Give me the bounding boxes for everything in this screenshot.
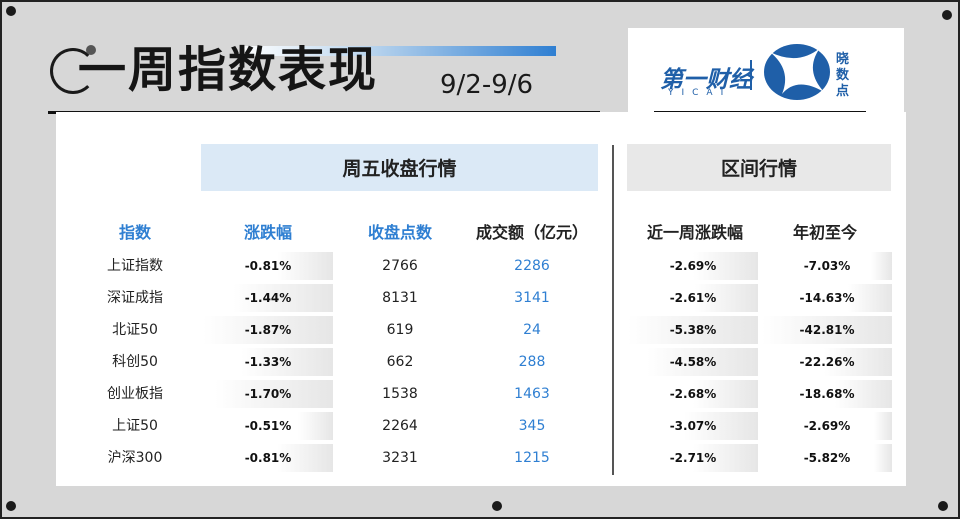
table-row: 北证50 619 24 -1.87% -5.38% -42.81% [0, 316, 960, 348]
table-row: 上证指数 2766 2286 -0.81% -2.69% -7.03% [0, 252, 960, 284]
cell-index-name: 上证50 [112, 418, 158, 434]
cell-ytd: -42.81% [799, 323, 855, 337]
cell-week-change: -4.58% [669, 355, 717, 369]
cell-change: -1.87% [244, 323, 292, 337]
cell-index-name: 深证成指 [107, 290, 163, 306]
cell-ytd: -7.03% [803, 259, 851, 273]
cell-turnover: 345 [518, 418, 546, 434]
xiaoshudian-logo-icon [764, 44, 830, 100]
cell-turnover: 1463 [514, 386, 550, 402]
col-header-close: 收盘点数 [367, 223, 432, 242]
cell-close: 3231 [382, 450, 418, 466]
corner-dot [6, 6, 16, 16]
cell-index-name: 创业板指 [107, 386, 163, 402]
cell-ytd-bar [824, 348, 892, 376]
cell-week-change-bar [693, 444, 758, 472]
corner-dot [492, 501, 502, 511]
cell-change: -0.81% [244, 451, 292, 465]
table-row: 科创50 662 288 -1.33% -4.58% -22.26% [0, 348, 960, 380]
cell-close: 662 [386, 354, 414, 370]
cell-week-change: -2.61% [669, 291, 717, 305]
cell-ytd-bar [762, 316, 892, 344]
title-gradient-bar [240, 46, 556, 56]
header-weekly-close: 周五收盘行情 [201, 144, 598, 191]
table-row: 沪深300 3231 1215 -0.81% -2.71% -5.82% [0, 444, 960, 476]
table-row: 深证成指 8131 3141 -1.44% -2.61% -14.63% [0, 284, 960, 316]
cell-ytd: -18.68% [799, 387, 855, 401]
cell-week-change-bar [693, 252, 758, 280]
cell-ytd-bar [871, 252, 892, 280]
col-header-change: 涨跌幅 [243, 223, 292, 242]
cell-turnover: 3141 [514, 290, 550, 306]
cell-change-bar [277, 444, 333, 472]
cell-close: 619 [386, 322, 414, 338]
header-range: 区间行情 [627, 144, 891, 191]
page-title: 一周指数表现 [78, 42, 379, 98]
cell-week-change-bar [684, 412, 758, 440]
cell-week-change: -2.71% [669, 451, 717, 465]
cell-change-bar [241, 348, 333, 376]
cell-index-name: 上证指数 [107, 258, 163, 274]
cell-week-change: -3.07% [669, 419, 717, 433]
cell-turnover: 24 [523, 322, 541, 338]
cell-turnover: 2286 [514, 258, 550, 274]
xiaoshudian-logo-text: 晓数点 [836, 52, 850, 99]
table-row: 创业板指 1538 1463 -1.70% -2.68% -18.68% [0, 380, 960, 412]
cell-change-bar [215, 380, 333, 408]
cell-turnover: 288 [518, 354, 546, 370]
cell-week-change: -2.68% [669, 387, 717, 401]
cell-index-name: 北证50 [112, 322, 158, 338]
col-header-week-change: 近一周涨跌幅 [646, 223, 743, 242]
section-divider [612, 145, 614, 475]
cell-week-change-bar [695, 284, 758, 312]
corner-dot [6, 501, 16, 511]
cell-week-change-bar [647, 348, 758, 376]
cell-change: -0.81% [244, 259, 292, 273]
corner-dot [938, 501, 948, 511]
cell-turnover: 1215 [514, 450, 550, 466]
logo-separator [750, 60, 752, 90]
cell-ytd: -5.82% [803, 451, 851, 465]
corner-dot [942, 10, 952, 20]
cell-change: -1.70% [244, 387, 292, 401]
cell-close: 2264 [382, 418, 418, 434]
cell-change: -1.33% [244, 355, 292, 369]
cell-change: -1.44% [244, 291, 292, 305]
cell-ytd-bar [835, 380, 892, 408]
cell-week-change-bar [693, 380, 758, 408]
col-header-ytd: 年初至今 [792, 223, 857, 242]
col-header-index: 指数 [118, 223, 151, 242]
yicai-logo-text: 第一财经 [660, 67, 752, 93]
cell-close: 1538 [382, 386, 418, 402]
cell-ytd-bar [848, 284, 892, 312]
cell-change-bar [277, 252, 333, 280]
table-row: 上证50 2264 345 -0.51% -3.07% -2.69% [0, 412, 960, 444]
title-ring-icon [50, 48, 96, 94]
cell-week-change: -2.69% [669, 259, 717, 273]
cell-ytd: -22.26% [799, 355, 855, 369]
cell-change-bar [233, 284, 333, 312]
cell-ytd: -2.69% [803, 419, 851, 433]
date-range: 9/2-9/6 [440, 70, 534, 100]
cell-change-bar [203, 316, 333, 344]
cell-close: 8131 [382, 290, 418, 306]
cell-change-bar [298, 412, 333, 440]
cell-index-name: 沪深300 [107, 450, 163, 466]
cell-week-change-bar [628, 316, 758, 344]
yicai-logo-subtext: YICAI [668, 88, 732, 98]
cell-ytd-bar [874, 444, 892, 472]
cell-change: -0.51% [244, 419, 292, 433]
cell-ytd-bar [874, 412, 892, 440]
cell-ytd: -14.63% [799, 291, 855, 305]
cell-close: 2766 [382, 258, 418, 274]
cell-week-change: -5.38% [669, 323, 717, 337]
title-dot-icon [86, 45, 96, 55]
col-header-turnover: 成交额（亿元） [475, 223, 588, 242]
cell-index-name: 科创50 [112, 354, 158, 370]
